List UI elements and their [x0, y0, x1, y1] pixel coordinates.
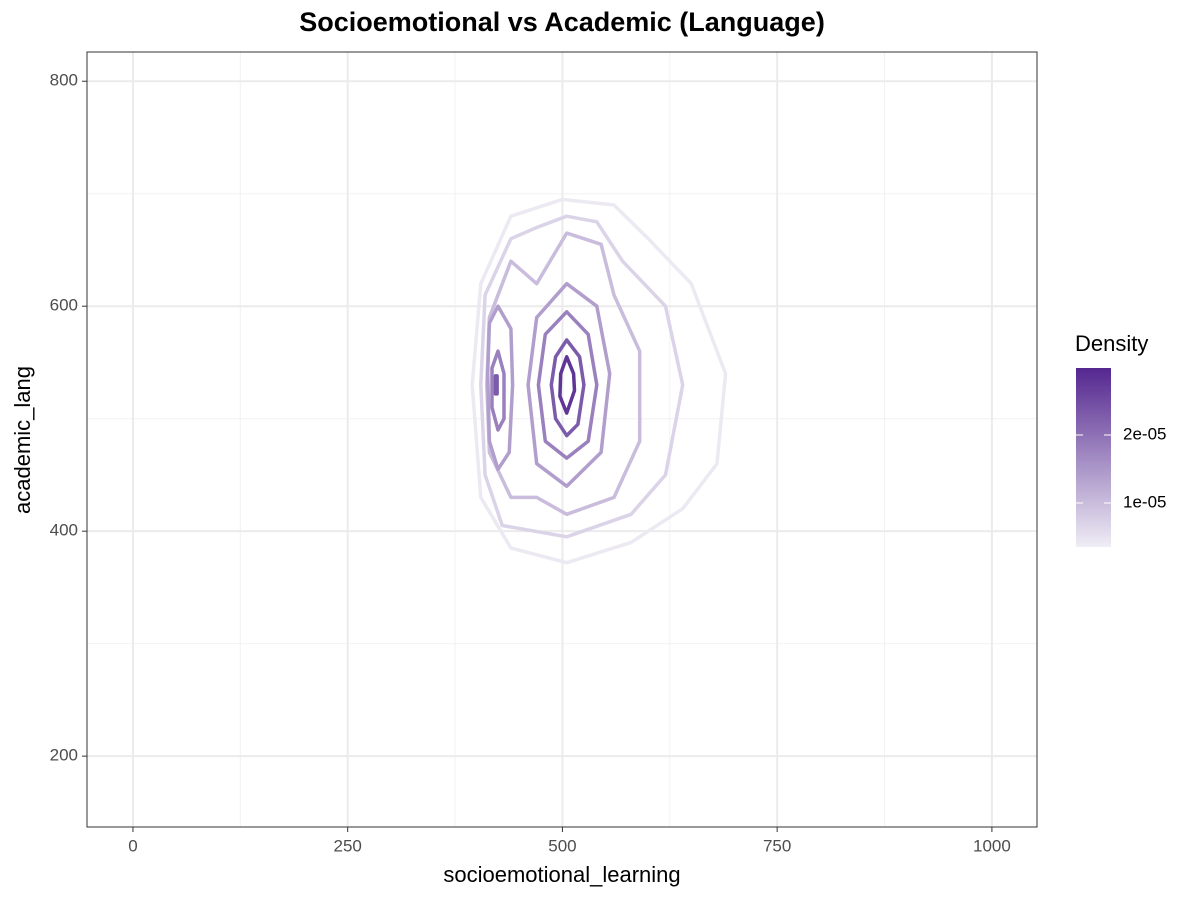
y-tick-label: 600: [50, 296, 78, 315]
y-tick-label: 800: [50, 71, 78, 90]
chart-title: Socioemotional vs Academic (Language): [299, 7, 825, 37]
density-contour: [558, 355, 577, 415]
x-tick-label: 1000: [973, 836, 1011, 855]
x-tick-label: 500: [548, 836, 576, 855]
y-tick-label: 400: [50, 521, 78, 540]
density-contour: [536, 310, 599, 460]
x-axis-label: socioemotional_learning: [443, 862, 680, 887]
legend-title: Density: [1075, 331, 1148, 356]
x-tick-label: 250: [334, 836, 362, 855]
density-contour: [549, 338, 586, 438]
y-axis-label: academic_lang: [10, 366, 35, 514]
density-contour: [526, 281, 612, 488]
density-contour: [490, 349, 506, 432]
density-contour: [485, 231, 642, 517]
x-tick-label: 750: [763, 836, 791, 855]
density-contour: [485, 304, 515, 472]
y-tick-label: 200: [50, 746, 78, 765]
colorbar-label: 2e-05: [1123, 424, 1166, 443]
panel-border: [86, 51, 1038, 828]
density-contour: [470, 197, 728, 565]
x-tick-label: 0: [128, 836, 137, 855]
colorbar: [1076, 368, 1111, 547]
density-contour: [493, 374, 499, 396]
colorbar-label: 1e-05: [1123, 492, 1166, 511]
density-contour: [479, 214, 685, 539]
